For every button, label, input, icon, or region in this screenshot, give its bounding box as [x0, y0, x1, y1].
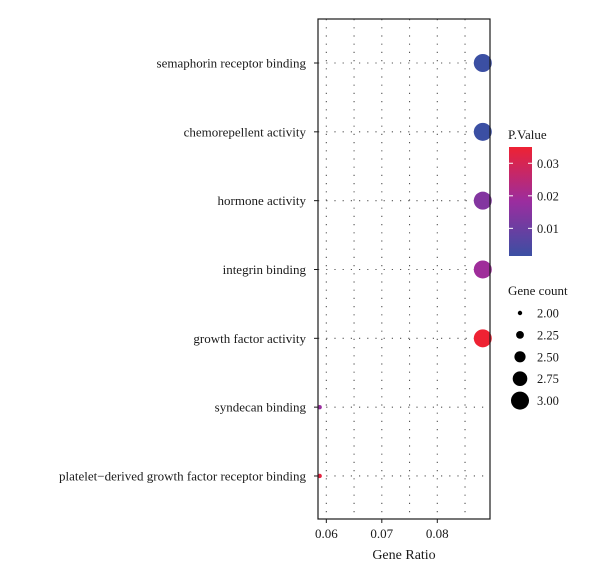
plot-panel-border [317, 18, 491, 520]
y-tick-label-syndecan-binding: syndecan binding [215, 400, 307, 415]
size-legend-title: Gene count [508, 283, 568, 298]
x-axis: 0.06 0.07 0.08 [315, 519, 449, 541]
size-legend-dot [514, 351, 526, 363]
color-legend: P.Value 0.01 0.02 0.03 [508, 127, 559, 256]
x-tick-label: 0.07 [370, 526, 393, 541]
point-growth-factor-activity [473, 329, 492, 348]
size-legend-label: 2.50 [537, 350, 559, 364]
point-hormone-activity [473, 191, 492, 210]
size-legend-dot [516, 331, 524, 339]
point-integrin-binding [473, 260, 492, 279]
size-legend-label: 2.00 [537, 307, 559, 321]
size-legend-dot [511, 391, 529, 410]
x-tick-label: 0.06 [315, 526, 338, 541]
point-chemorepellent-activity [473, 122, 492, 141]
x-axis-title: Gene Ratio [372, 548, 435, 563]
color-legend-title: P.Value [508, 127, 547, 142]
y-axis-tick-labels: semaphorin receptor binding chemorepellen… [59, 56, 318, 483]
size-legend: Gene count 2.00 2.25 2.50 2.75 3.00 [508, 283, 568, 410]
size-legend-dot [517, 310, 523, 316]
size-legend-label: 2.25 [537, 328, 559, 342]
y-tick-label-hormone-activity: hormone activity [218, 193, 307, 208]
color-legend-bar [509, 147, 532, 256]
size-legend-dot [512, 371, 528, 387]
size-legend-items: 2.00 2.25 2.50 2.75 3.00 [511, 307, 559, 410]
color-tick-label: 0.02 [537, 189, 559, 203]
point-semaphorin-receptor-binding [473, 54, 492, 72]
size-legend-label: 2.75 [537, 372, 559, 386]
plot-grid [318, 19, 490, 519]
color-tick-label: 0.01 [537, 222, 559, 236]
data-points [317, 54, 492, 479]
color-tick-label: 0.03 [537, 157, 559, 171]
y-tick-label-chemorepellent-activity: chemorepellent activity [184, 124, 307, 139]
y-tick-label-semaphorin-receptor-binding: semaphorin receptor binding [157, 56, 307, 71]
size-legend-label: 3.00 [537, 394, 559, 408]
x-tick-label: 0.08 [426, 526, 449, 541]
color-legend-ticks: 0.01 0.02 0.03 [509, 157, 559, 236]
y-tick-label-platelet-derived-growth-factor-receptor-binding: platelet−derived growth factor receptor … [59, 468, 307, 483]
y-tick-label-integrin-binding: integrin binding [223, 262, 307, 277]
y-tick-label-growth-factor-activity: growth factor activity [193, 331, 306, 346]
